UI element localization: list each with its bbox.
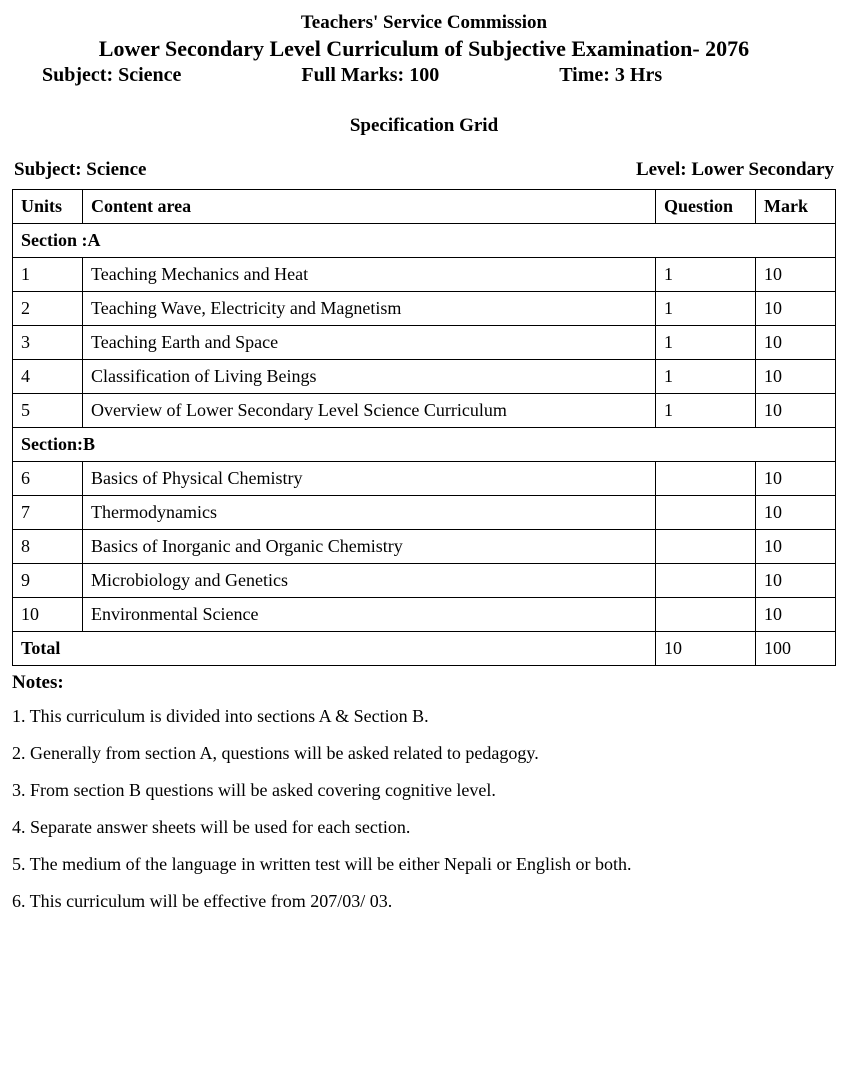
question-cell	[656, 496, 756, 530]
content-cell: Basics of Physical Chemistry	[83, 462, 656, 496]
unit-cell: 3	[13, 326, 83, 360]
subject-label: Subject: Science	[42, 64, 181, 87]
col-header-content: Content area	[83, 190, 656, 224]
note-item: 5. The medium of the language in written…	[12, 854, 836, 875]
unit-cell: 8	[13, 530, 83, 564]
org-name: Teachers' Service Commission	[12, 12, 836, 34]
mark-cell: 10	[756, 258, 836, 292]
spec-grid-title: Specification Grid	[12, 115, 836, 137]
question-cell: 1	[656, 326, 756, 360]
content-cell: Teaching Earth and Space	[83, 326, 656, 360]
content-cell: Environmental Science	[83, 598, 656, 632]
document-header: Teachers' Service Commission Lower Secon…	[12, 12, 836, 87]
mark-cell: 10	[756, 326, 836, 360]
section-header-cell: Section :A	[13, 224, 836, 258]
total-mark-cell: 100	[756, 632, 836, 666]
section-header-cell: Section:B	[13, 428, 836, 462]
content-cell: Teaching Wave, Electricity and Magnetism	[83, 292, 656, 326]
unit-cell: 6	[13, 462, 83, 496]
table-row: 9Microbiology and Genetics 10	[13, 564, 836, 598]
table-row: 10Environmental Science10	[13, 598, 836, 632]
question-cell: 1	[656, 360, 756, 394]
total-row: Total10100	[13, 632, 836, 666]
unit-cell: 4	[13, 360, 83, 394]
unit-cell: 5	[13, 394, 83, 428]
table-row: 3Teaching Earth and Space110	[13, 326, 836, 360]
table-row: 7Thermodynamics 10	[13, 496, 836, 530]
note-item: 6. This curriculum will be effective fro…	[12, 891, 836, 912]
table-row: 5Overview of Lower Secondary Level Scien…	[13, 394, 836, 428]
section-header-row: Section :A	[13, 224, 836, 258]
note-item: 1. This curriculum is divided into secti…	[12, 706, 836, 727]
table-row: 6Basics of Physical Chemistry 10	[13, 462, 836, 496]
question-cell	[656, 598, 756, 632]
sub-level-subject: Subject: Science	[14, 159, 146, 181]
mark-cell: 10	[756, 360, 836, 394]
unit-cell: 10	[13, 598, 83, 632]
mark-cell: 10	[756, 496, 836, 530]
unit-cell: 7	[13, 496, 83, 530]
col-header-mark: Mark	[756, 190, 836, 224]
content-cell: Basics of Inorganic and Organic Chemistr…	[83, 530, 656, 564]
table-row: 4Classification of Living Beings110	[13, 360, 836, 394]
section-header-row: Section:B	[13, 428, 836, 462]
content-cell: Thermodynamics	[83, 496, 656, 530]
mark-cell: 10	[756, 292, 836, 326]
unit-cell: 9	[13, 564, 83, 598]
sub-level-row: Subject: Science Level: Lower Secondary	[12, 159, 836, 181]
question-cell	[656, 462, 756, 496]
table-header-row: Units Content area Question Mark	[13, 190, 836, 224]
table-row: 1Teaching Mechanics and Heat110	[13, 258, 836, 292]
content-cell: Microbiology and Genetics	[83, 564, 656, 598]
doc-title: Lower Secondary Level Curriculum of Subj…	[12, 36, 836, 62]
col-header-units: Units	[13, 190, 83, 224]
mark-cell: 10	[756, 530, 836, 564]
question-cell	[656, 530, 756, 564]
unit-cell: 1	[13, 258, 83, 292]
content-cell: Classification of Living Beings	[83, 360, 656, 394]
col-header-question: Question	[656, 190, 756, 224]
unit-cell: 2	[13, 292, 83, 326]
notes-list: 1. This curriculum is divided into secti…	[12, 706, 836, 912]
mark-cell: 10	[756, 598, 836, 632]
mark-cell: 10	[756, 564, 836, 598]
header-meta-row: Subject: Science Full Marks: 100 Time: 3…	[12, 64, 836, 87]
content-cell: Overview of Lower Secondary Level Scienc…	[83, 394, 656, 428]
note-item: 4. Separate answer sheets will be used f…	[12, 817, 836, 838]
question-cell	[656, 564, 756, 598]
table-row: 2Teaching Wave, Electricity and Magnetis…	[13, 292, 836, 326]
specification-grid-table: Units Content area Question Mark Section…	[12, 189, 836, 666]
total-label-cell: Total	[13, 632, 656, 666]
question-cell: 1	[656, 258, 756, 292]
table-row: 8Basics of Inorganic and Organic Chemist…	[13, 530, 836, 564]
note-item: 2. Generally from section A, questions w…	[12, 743, 836, 764]
time-label: Time: 3 Hrs	[559, 64, 662, 87]
mark-cell: 10	[756, 462, 836, 496]
total-question-cell: 10	[656, 632, 756, 666]
fullmarks-label: Full Marks: 100	[301, 64, 439, 87]
note-item: 3. From section B questions will be aske…	[12, 780, 836, 801]
sub-level-level: Level: Lower Secondary	[636, 159, 834, 181]
mark-cell: 10	[756, 394, 836, 428]
notes-title: Notes:	[12, 672, 836, 694]
content-cell: Teaching Mechanics and Heat	[83, 258, 656, 292]
question-cell: 1	[656, 394, 756, 428]
question-cell: 1	[656, 292, 756, 326]
